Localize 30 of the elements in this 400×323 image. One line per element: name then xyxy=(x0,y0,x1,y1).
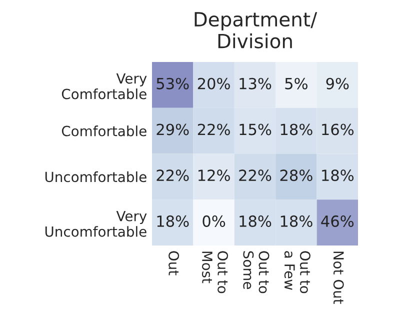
data-label: 18% xyxy=(280,215,312,227)
data-label: 12% xyxy=(198,170,230,182)
y-tick-label: Very Comfortable xyxy=(62,73,147,100)
y-tick-label: Uncomfortable xyxy=(45,171,146,182)
x-tick-label: Out to a Few xyxy=(284,251,310,294)
data-label: 18% xyxy=(157,215,189,227)
data-label: 28% xyxy=(280,170,312,182)
data-label: 53% xyxy=(156,78,189,90)
x-tick-label: Out to Some xyxy=(243,251,270,294)
chart-title: Department/ Division xyxy=(194,12,318,48)
data-label: 5% xyxy=(285,78,308,90)
data-label: 20% xyxy=(198,78,230,90)
data-label: 22% xyxy=(156,170,189,182)
y-tick-label: Very Uncomfortable xyxy=(45,210,147,237)
data-label: 0% xyxy=(202,215,226,227)
data-label: 15% xyxy=(240,124,272,136)
x-tick-label: Not Out xyxy=(333,252,344,304)
data-label: 18% xyxy=(240,215,272,227)
x-tick-label: Out xyxy=(168,251,180,276)
y-tick-label: Comfortable xyxy=(62,126,146,136)
data-label: 9% xyxy=(326,78,349,90)
data-label: 22% xyxy=(239,170,272,182)
x-tick-label: Out to Most xyxy=(202,251,228,294)
data-label: 18% xyxy=(280,124,312,136)
data-label: 46% xyxy=(321,215,354,227)
data-label: 18% xyxy=(322,170,354,182)
data-label: 29% xyxy=(156,124,189,136)
data-label: 13% xyxy=(240,78,272,90)
data-label: 22% xyxy=(198,124,230,136)
data-label: 16% xyxy=(322,124,354,136)
